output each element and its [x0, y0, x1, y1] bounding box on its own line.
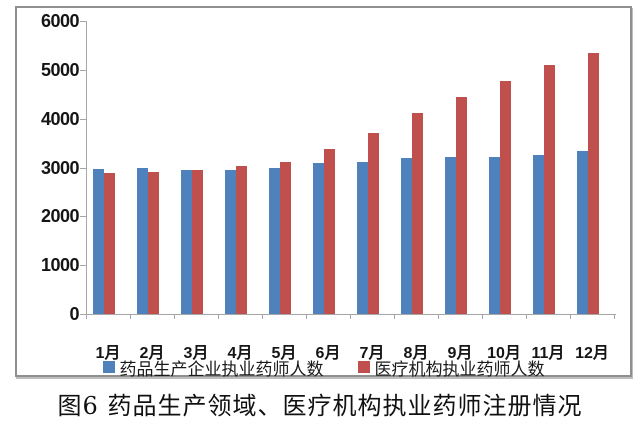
bar-red-9月	[456, 97, 467, 314]
x-axis-tick	[218, 315, 219, 319]
x-axis-tick	[570, 315, 571, 319]
x-axis-label: 10月	[487, 345, 521, 362]
bar-red-12月	[588, 53, 599, 314]
legend-label: 药品生产企业执业药师人数	[119, 359, 324, 380]
y-axis-label: 2000	[40, 206, 80, 227]
x-axis-label: 5月	[271, 345, 297, 362]
x-axis-label: 2月	[139, 345, 165, 362]
x-axis-label: 1月	[95, 345, 121, 362]
bar-blue-8月	[401, 158, 412, 314]
legend-item-red: 医疗机构执业药师人数	[357, 355, 545, 380]
y-axis-tick	[80, 167, 87, 169]
x-axis-line	[86, 314, 616, 315]
x-axis-tick	[130, 315, 131, 319]
x-axis-tick	[438, 315, 439, 319]
bar-blue-10月	[489, 157, 500, 314]
y-axis-label: 5000	[40, 59, 80, 80]
bar-blue-2月	[137, 168, 148, 314]
x-axis-label: 8月	[403, 345, 429, 362]
bar-red-5月	[280, 162, 291, 314]
x-axis-tick	[394, 315, 395, 319]
bar-blue-1月	[93, 169, 104, 314]
x-axis-label: 3月	[183, 345, 209, 362]
x-axis-tick	[306, 315, 307, 319]
x-axis-label: 6月	[315, 345, 341, 362]
y-axis-label: 4000	[40, 108, 80, 129]
bar-blue-9月	[445, 157, 456, 314]
y-axis-tick	[80, 69, 87, 71]
bar-blue-12月	[577, 151, 588, 314]
bar-blue-3月	[181, 170, 192, 314]
x-axis-label: 12月	[575, 345, 609, 362]
x-axis-label: 7月	[359, 345, 385, 362]
legend-swatch-blue	[102, 361, 115, 373]
chart-caption: 图6 药品生产领域、医疗机构执业药师注册情况	[57, 392, 583, 420]
bar-blue-4月	[225, 170, 236, 314]
y-axis-label: 1000	[40, 255, 80, 276]
x-axis-label: 4月	[227, 345, 253, 362]
x-axis-tick	[86, 315, 87, 319]
bar-red-4月	[236, 166, 247, 314]
bar-blue-6月	[313, 163, 324, 314]
y-axis-tick	[80, 314, 87, 315]
legend-label: 医疗机构执业药师人数	[374, 359, 545, 380]
legend-swatch-red	[357, 361, 370, 373]
bar-red-1月	[104, 173, 115, 314]
bar-blue-5月	[269, 168, 280, 314]
y-axis-label: 6000	[40, 11, 80, 31]
y-axis-label: 3000	[40, 157, 80, 178]
x-axis-label: 11月	[531, 345, 565, 362]
y-axis-label: 0	[69, 304, 79, 324]
bar-blue-11月	[533, 155, 544, 314]
bar-red-2月	[148, 172, 159, 314]
x-axis-tick	[174, 315, 175, 319]
bar-red-11月	[544, 65, 555, 314]
legend-item-blue: 药品生产企业执业药师人数	[102, 355, 324, 380]
y-axis-tick	[80, 118, 87, 120]
x-axis-tick	[526, 315, 527, 319]
bar-blue-7月	[357, 162, 368, 314]
bar-red-10月	[500, 81, 511, 314]
y-axis-tick	[80, 216, 87, 218]
bar-red-8月	[412, 113, 423, 314]
bar-red-6月	[324, 149, 335, 314]
chart-area: 药品生产企业执业药师人数 医疗机构执业药师人数 0 1000 2000 3000 4000…	[15, 6, 632, 380]
y-axis-tick	[80, 21, 87, 22]
chart-legend: 药品生产企业执业药师人数 医疗机构执业药师人数	[15, 355, 632, 380]
bar-red-3月	[192, 170, 203, 314]
x-axis-tick	[262, 315, 263, 319]
x-axis-label: 9月	[447, 345, 473, 362]
x-axis-tick	[350, 315, 351, 319]
x-axis-tick	[614, 315, 615, 319]
bar-red-7月	[368, 133, 379, 314]
y-axis-tick	[80, 265, 87, 267]
x-axis-tick	[482, 315, 483, 319]
